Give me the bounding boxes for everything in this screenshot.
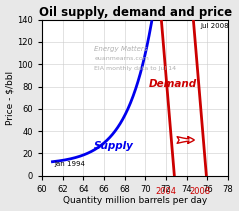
Text: euanmearns.com: euanmearns.com [94,56,149,61]
Text: 2008: 2008 [190,187,211,196]
X-axis label: Quantity million barrels per day: Quantity million barrels per day [63,196,207,206]
Y-axis label: Price - $/bbl: Price - $/bbl [5,71,15,125]
Text: Energy Matters: Energy Matters [94,46,147,52]
Text: Jul 2008: Jul 2008 [201,23,229,28]
Text: Demand: Demand [148,78,197,89]
Text: EIA monthly data to Jul 14: EIA monthly data to Jul 14 [94,66,176,71]
Text: Jan 1994: Jan 1994 [54,161,85,167]
Text: 2004: 2004 [156,187,177,196]
Text: Supply: Supply [94,141,134,151]
Title: Oil supply, demand and price: Oil supply, demand and price [38,5,232,19]
